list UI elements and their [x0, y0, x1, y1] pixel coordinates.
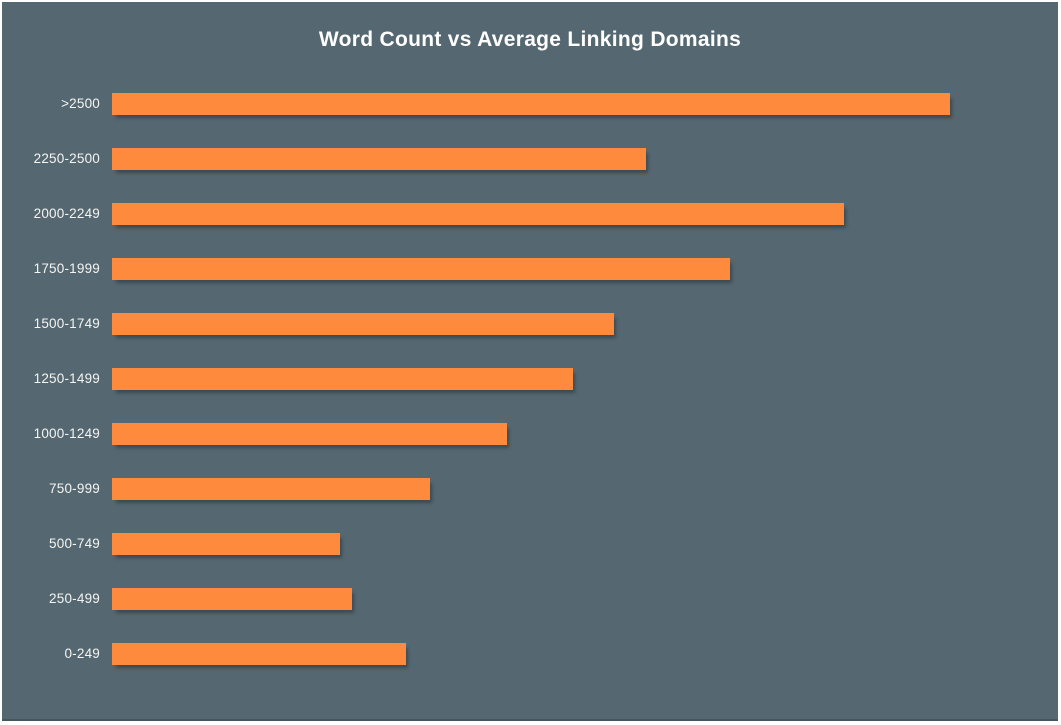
bar-row: 1000-1249 — [2, 406, 1058, 461]
category-label: 1000-1249 — [33, 426, 100, 441]
bar-row: 0-249 — [2, 626, 1058, 681]
bar — [112, 587, 352, 610]
bar — [112, 422, 507, 445]
category-label: 500-749 — [49, 536, 100, 551]
category-label: 2250-2500 — [33, 151, 100, 166]
bar-row: 250-499 — [2, 571, 1058, 626]
category-label: 250-499 — [49, 591, 100, 606]
bar — [112, 202, 844, 225]
bar-rows-container: >2500 2250-2500 2000-2249 1750-1999 1500-174… — [2, 76, 1058, 681]
category-label: 1500-1749 — [33, 316, 100, 331]
bar-row: 2000-2249 — [2, 186, 1058, 241]
bar-row: 1250-1499 — [2, 351, 1058, 406]
bar — [112, 312, 614, 335]
bar-row: 500-749 — [2, 516, 1058, 571]
bar — [112, 92, 950, 115]
category-label: 1250-1499 — [33, 371, 100, 386]
bar-row: 750-999 — [2, 461, 1058, 516]
bar-row: 1750-1999 — [2, 241, 1058, 296]
category-label: 750-999 — [49, 481, 100, 496]
category-label: 1750-1999 — [33, 261, 100, 276]
bar-row: >2500 — [2, 76, 1058, 131]
bar-row: 1500-1749 — [2, 296, 1058, 351]
bar — [112, 477, 430, 500]
bar — [112, 367, 573, 390]
bar-row: 2250-2500 — [2, 131, 1058, 186]
bar — [112, 532, 340, 555]
category-label: 0-249 — [64, 646, 100, 661]
category-label: >2500 — [61, 96, 100, 111]
category-label: 2000-2249 — [33, 206, 100, 221]
chart-title: Word Count vs Average Linking Domains — [318, 28, 742, 51]
bar — [112, 257, 730, 280]
bar — [112, 642, 407, 665]
bar — [112, 147, 646, 170]
